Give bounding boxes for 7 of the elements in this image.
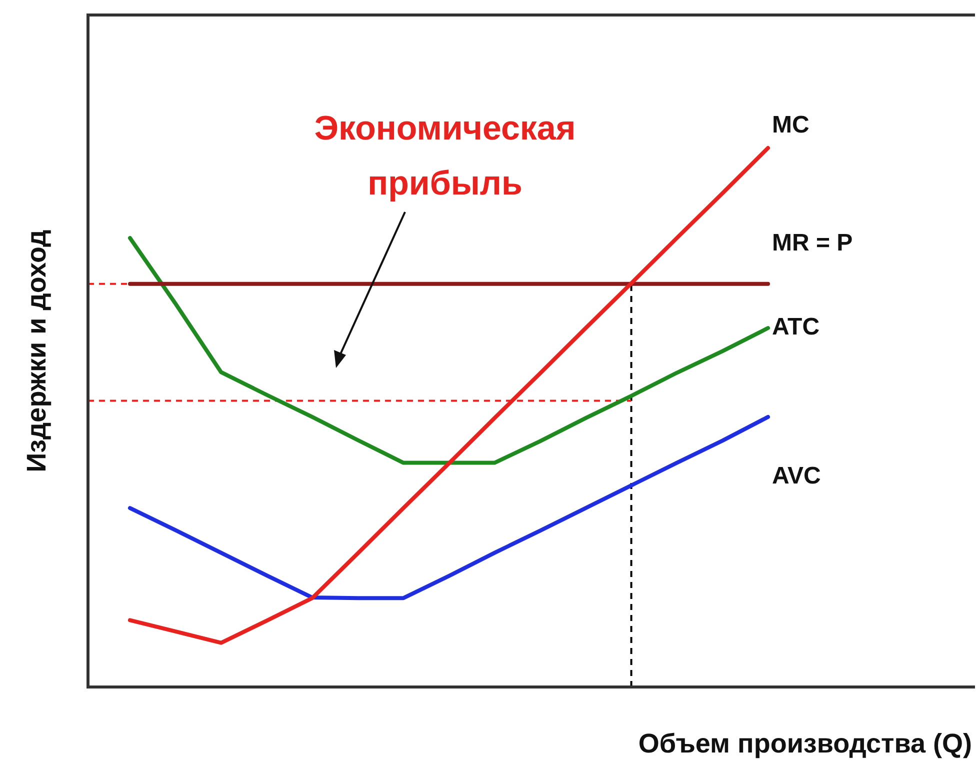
series-label: AVC — [772, 462, 821, 490]
x-axis-title: Объем производства (Q) — [638, 728, 972, 758]
series-label: MR = P — [772, 229, 853, 256]
series-label: ATC — [772, 314, 820, 341]
series-label: MC — [772, 112, 810, 139]
annotation: Экономическая прибыль — [314, 109, 576, 202]
y-axis-title: Издержки и доход — [21, 230, 52, 472]
